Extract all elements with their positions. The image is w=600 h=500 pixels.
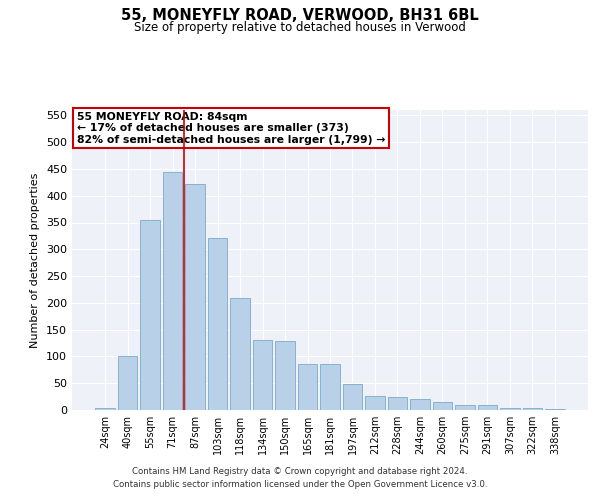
Bar	[478, 404, 497, 410]
Bar	[388, 396, 407, 410]
Bar	[185, 184, 205, 410]
Bar	[140, 220, 160, 410]
Text: 55 MONEYFLY ROAD: 84sqm
← 17% of detached houses are smaller (373)
82% of semi-d: 55 MONEYFLY ROAD: 84sqm ← 17% of detache…	[77, 112, 386, 144]
Bar	[95, 408, 115, 410]
Bar	[455, 404, 475, 410]
Bar	[298, 364, 317, 410]
Bar	[320, 364, 340, 410]
Bar	[163, 172, 182, 410]
Bar	[343, 384, 362, 410]
Text: Contains public sector information licensed under the Open Government Licence v3: Contains public sector information licen…	[113, 480, 487, 489]
Bar	[208, 238, 227, 410]
Bar	[253, 340, 272, 410]
Bar	[275, 342, 295, 410]
Bar	[500, 408, 520, 410]
Bar	[433, 402, 452, 410]
Bar	[410, 400, 430, 410]
Bar	[365, 396, 385, 410]
Bar	[118, 356, 137, 410]
Bar	[523, 408, 542, 410]
Text: Size of property relative to detached houses in Verwood: Size of property relative to detached ho…	[134, 21, 466, 34]
Bar	[230, 298, 250, 410]
Text: Contains HM Land Registry data © Crown copyright and database right 2024.: Contains HM Land Registry data © Crown c…	[132, 467, 468, 476]
Bar	[545, 409, 565, 410]
Y-axis label: Number of detached properties: Number of detached properties	[31, 172, 40, 348]
Text: 55, MONEYFLY ROAD, VERWOOD, BH31 6BL: 55, MONEYFLY ROAD, VERWOOD, BH31 6BL	[121, 8, 479, 22]
